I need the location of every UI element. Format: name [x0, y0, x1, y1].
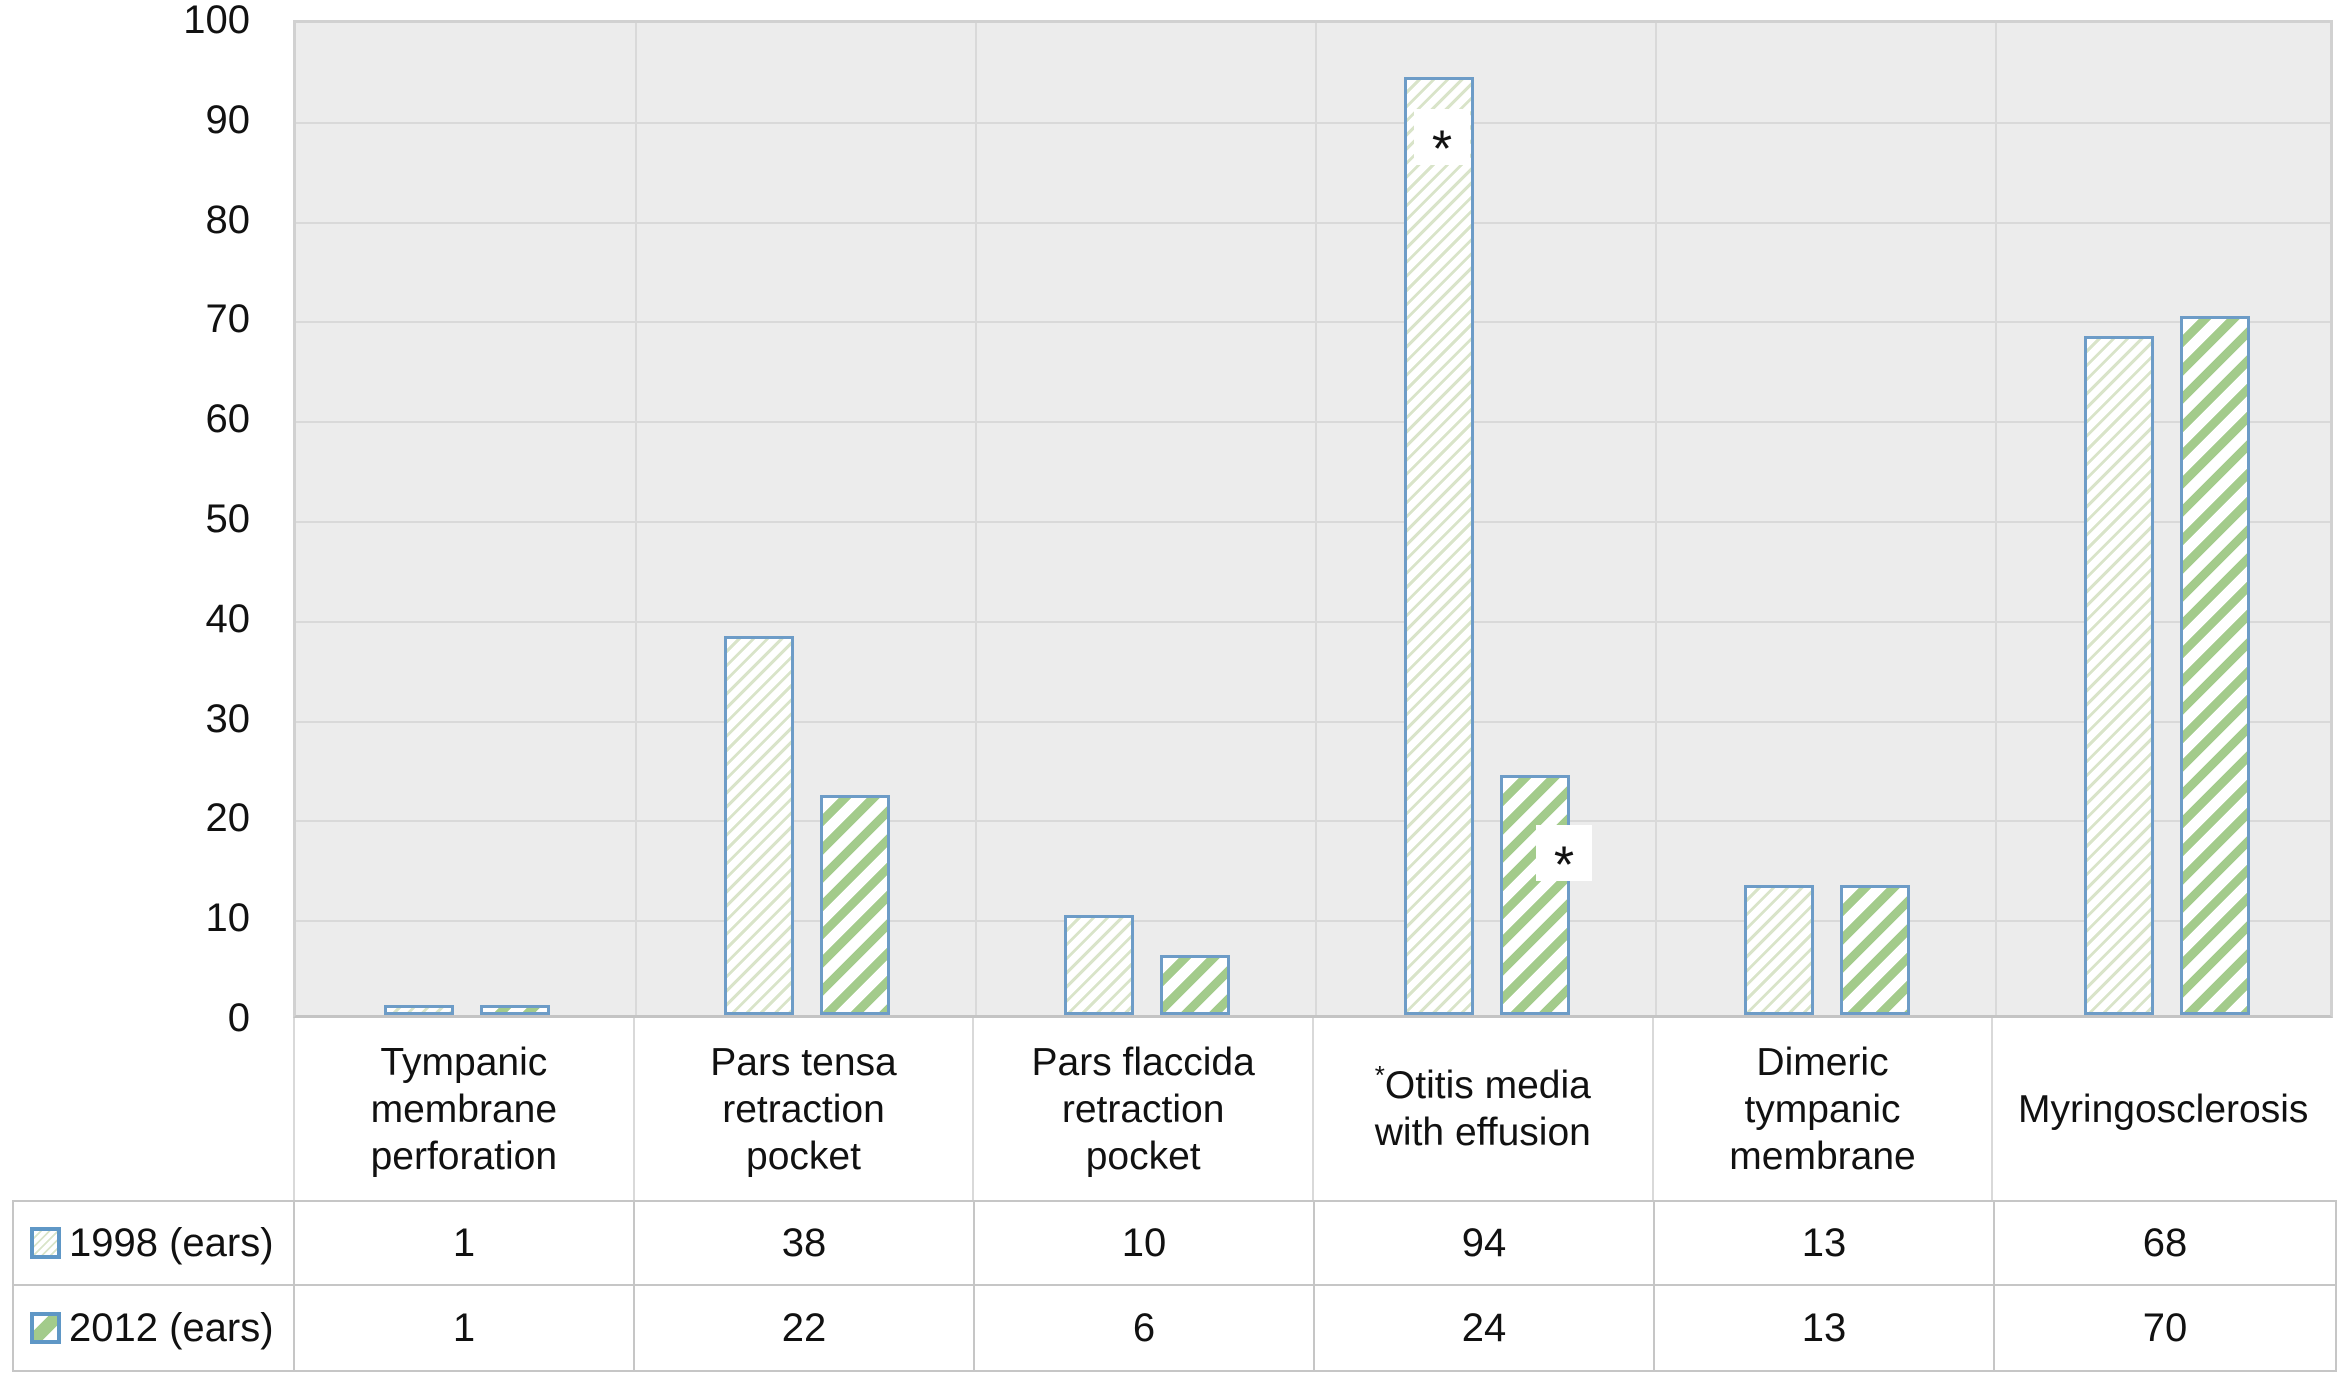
gridline	[296, 221, 2330, 224]
significance-asterisk: *	[1536, 825, 1592, 892]
bar-1998-ears-4	[1404, 76, 1474, 1015]
bar-1998-ears-3	[1064, 915, 1134, 1015]
legend-label: 1998 (ears)	[69, 1220, 274, 1265]
bar-1998-ears-5	[1744, 885, 1814, 1015]
table-value-cell: 10	[975, 1202, 1315, 1286]
table-value-cell: 13	[1655, 1202, 1995, 1286]
table-value-cell: 38	[635, 1202, 975, 1286]
table-value-cell: 1	[295, 1202, 635, 1286]
y-tick-label: 20	[205, 796, 251, 841]
category-label: *Otitis media with effusion	[1314, 1018, 1654, 1200]
bar-2012-ears-2	[820, 795, 890, 1015]
bar-2012-ears-3	[1160, 955, 1230, 1015]
bar-2012-ears-5	[1840, 885, 1910, 1015]
category-label-band: Tympanic membrane perforation Pars tensa ret…	[293, 1018, 2333, 1200]
gridline	[296, 820, 2330, 823]
category-separator	[975, 23, 977, 1015]
gridline	[296, 421, 2330, 424]
legend-cell: 2012 (ears)	[14, 1286, 295, 1370]
category-separator	[1995, 23, 1997, 1015]
category-separator	[635, 23, 637, 1015]
y-tick-label: 100	[183, 0, 250, 42]
table-value-cell: 13	[1655, 1286, 1995, 1370]
y-tick-label: 30	[205, 696, 251, 741]
category-label: Pars tensa retraction pocket	[635, 1018, 975, 1200]
legend-swatch-2012	[30, 1312, 61, 1344]
y-tick-label: 40	[205, 596, 251, 641]
gridline	[296, 521, 2330, 523]
data-table: 1998 (ears) 1 38 10 94 13 68 2012 (ears) 1 22 6 24 1…	[12, 1200, 2337, 1372]
table-value-cell: 70	[2142, 1305, 2188, 1350]
bar-2012-ears-6	[2180, 316, 2250, 1015]
legend-cell: 1998 (ears)	[14, 1202, 295, 1286]
table-value-cell: 22	[635, 1286, 975, 1370]
legend-swatch-1998	[30, 1227, 61, 1259]
y-tick-label: 90	[205, 97, 251, 142]
category-separator	[1655, 23, 1657, 1015]
bar-1998-ears-2	[724, 635, 794, 1015]
category-label: Myringosclerosis	[2017, 1087, 2309, 1131]
table-value-cell: 1	[295, 1286, 635, 1370]
significance-asterisk: *	[1414, 108, 1470, 175]
gridline	[296, 620, 2330, 623]
gridline	[296, 321, 2330, 324]
gridline	[296, 920, 2330, 923]
y-tick-label: 80	[205, 197, 251, 242]
gridline	[296, 121, 2330, 124]
y-tick-label: 10	[205, 896, 251, 941]
plot-area: * *	[293, 20, 2333, 1018]
table-value-cell: 68	[1995, 1202, 2335, 1286]
gridline	[296, 720, 2330, 723]
table-value-cell: 6	[975, 1286, 1315, 1370]
asterisk-marker: *	[1374, 1060, 1385, 1090]
bar-2012-ears-1	[480, 1005, 550, 1015]
y-tick-label: 70	[205, 297, 251, 342]
table-value-cell: 94	[1315, 1202, 1655, 1286]
category-label: Tympanic membrane perforation	[295, 1018, 635, 1200]
bar-1998-ears-1	[384, 1005, 454, 1015]
bar-1998-ears-6	[2084, 336, 2154, 1015]
bar-2012-ears-4	[1500, 775, 1570, 1015]
category-separator	[1315, 23, 1317, 1015]
y-tick-label: 60	[205, 397, 251, 442]
y-tick-label: 0	[227, 996, 250, 1040]
category-label: Dimeric tympanic membrane	[1654, 1018, 1994, 1200]
category-label: Pars flaccida retraction pocket	[974, 1018, 1314, 1200]
table-value-cell: 24	[1315, 1286, 1655, 1370]
legend-label: 2012 (ears)	[69, 1305, 274, 1350]
y-tick-label: 50	[205, 497, 251, 541]
